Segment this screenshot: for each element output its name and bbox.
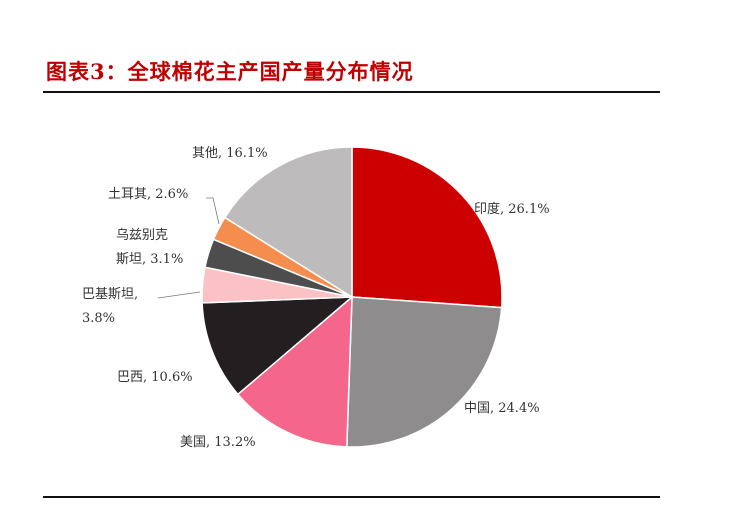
bottom-rule — [43, 496, 660, 498]
slice-label-3: 美国, 13.2% — [180, 435, 256, 450]
slice-label-6: 乌兹别克斯坦, 3.1% — [116, 227, 183, 267]
pie-slice-4 — [201, 296, 355, 396]
pie-slice-8 — [223, 146, 353, 299]
slice-label-8: 其他, 16.1% — [192, 146, 268, 161]
slice-label-2: 中国, 24.4% — [464, 401, 540, 416]
leader-line-5 — [157, 291, 201, 299]
slice-label-1: 印度, 26.1% — [474, 201, 550, 217]
slice-label-4: 巴西, 10.6% — [117, 370, 193, 385]
pie-slice-3 — [236, 295, 353, 448]
top-rule — [43, 91, 660, 93]
slice-label-5: 巴基斯坦, 3.8% — [82, 287, 138, 326]
leader-line-7 — [206, 197, 220, 225]
slice-label-7: 土耳其, 2.6% — [108, 187, 188, 202]
pie-slice-1 — [351, 146, 503, 309]
chart-title: 图表3：全球棉花主产国产量分布情况 — [46, 59, 414, 84]
pie-slice-2 — [346, 296, 503, 448]
